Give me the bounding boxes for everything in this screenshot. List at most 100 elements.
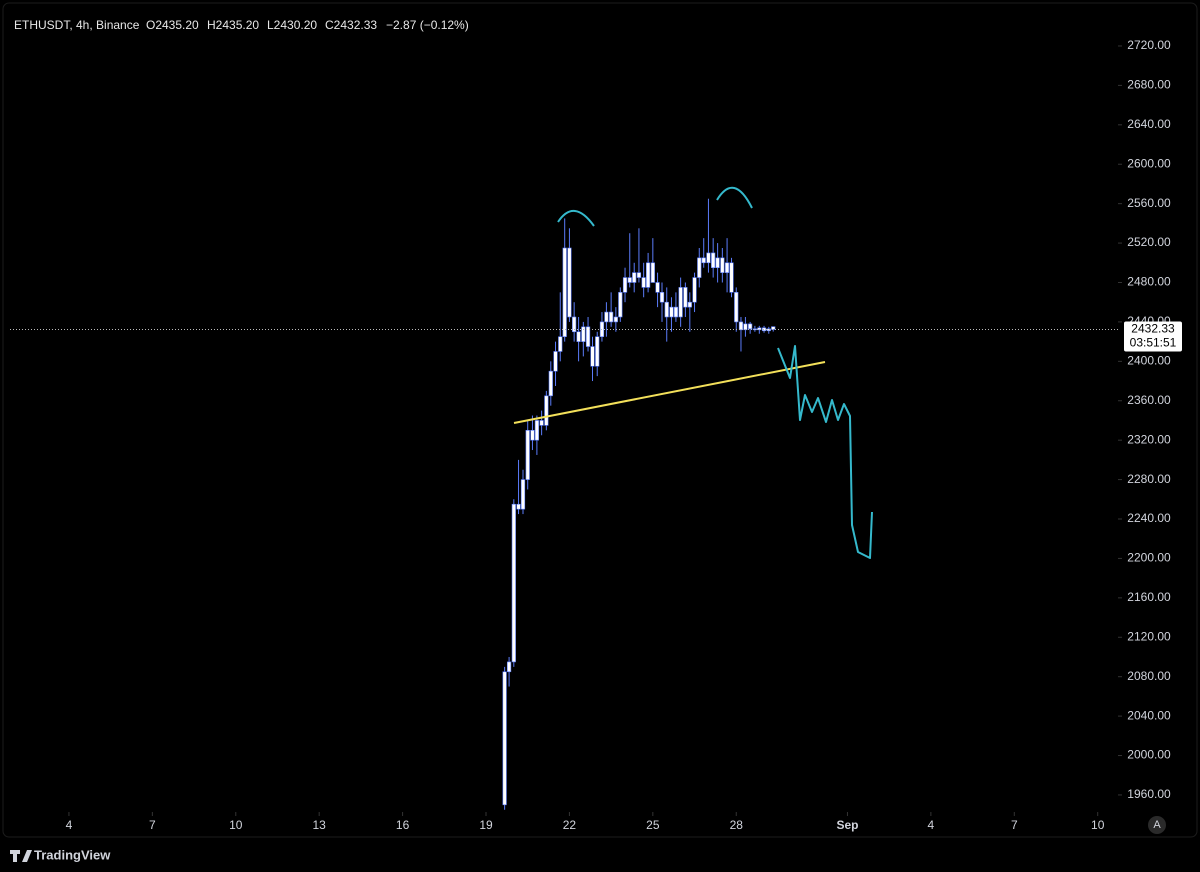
candle-body — [701, 257, 706, 264]
x-tick-label: 10 — [229, 818, 243, 832]
auto-scale-button[interactable] — [1148, 816, 1166, 834]
y-tick-label: 2160.00 — [1127, 590, 1171, 604]
candle-body — [766, 328, 771, 332]
candle-body — [743, 323, 748, 331]
x-tick-label: 4 — [928, 818, 935, 832]
candle-body — [659, 292, 665, 303]
candle-body — [548, 370, 553, 397]
y-tick-label: 2040.00 — [1127, 708, 1171, 722]
candle-body — [664, 301, 669, 318]
symbol: ETHUSDT, 4h, Binance — [14, 18, 140, 32]
candle-body — [622, 277, 628, 293]
candle-body — [544, 395, 549, 426]
y-tick-label: 2200.00 — [1127, 551, 1171, 565]
candle-body — [562, 247, 567, 337]
candle-body — [604, 311, 609, 323]
candle-body — [687, 301, 692, 308]
candle-body — [771, 326, 776, 330]
candle-body — [553, 351, 558, 372]
candle-body — [520, 479, 526, 510]
candle-body — [539, 420, 544, 426]
candle-body — [530, 430, 535, 441]
head-arc — [716, 187, 753, 209]
y-tick-label: 2600.00 — [1127, 156, 1171, 170]
candle-body — [595, 336, 600, 367]
candle-body — [757, 327, 762, 331]
y-tick-label: 2360.00 — [1127, 393, 1171, 407]
candle-body — [609, 311, 614, 323]
candle-body — [650, 262, 655, 283]
candle-body — [697, 257, 702, 278]
y-tick-label: 2520.00 — [1127, 235, 1171, 249]
brand-logo — [10, 850, 32, 862]
candle-body — [711, 252, 716, 269]
x-tick-label: 10 — [1091, 818, 1105, 832]
candle-body — [618, 292, 623, 318]
y-tick-label: 2120.00 — [1127, 629, 1171, 643]
candle-body — [590, 346, 595, 367]
candle-body — [581, 326, 586, 342]
candle-body — [511, 503, 516, 663]
candle-body — [720, 257, 725, 273]
y-tick-label: 2640.00 — [1127, 117, 1171, 131]
y-tick-label: 2680.00 — [1127, 78, 1171, 92]
x-tick-label: 19 — [479, 818, 493, 832]
change: −2.87 (−0.12%) — [386, 18, 469, 32]
y-tick-label: 2240.00 — [1127, 511, 1171, 525]
candle-body — [678, 287, 683, 318]
candle-body — [572, 316, 577, 333]
countdown-label: 03:51:51 — [1130, 336, 1177, 350]
candle-body — [669, 306, 674, 318]
candle-body — [683, 287, 688, 308]
candle-body — [748, 323, 753, 330]
candle-body — [738, 321, 744, 331]
x-tick-label: 4 — [66, 818, 73, 832]
y-tick-label: 1960.00 — [1127, 787, 1171, 801]
shoulder-arc — [557, 210, 595, 227]
candle-body — [673, 306, 679, 318]
candle-body — [585, 326, 591, 347]
plot: 1960.00 2000.00 2040.00 2080.00 2120.00 2160.… — [10, 38, 1182, 832]
candle-body — [692, 277, 697, 303]
y-tick-label: 2080.00 — [1127, 669, 1171, 683]
y-tick-label: 2560.00 — [1127, 196, 1171, 210]
chart-frame — [2, 2, 1198, 838]
candle-body — [641, 277, 646, 288]
x-tick-label: 22 — [563, 818, 577, 832]
x-tick-label: 7 — [149, 818, 156, 832]
ohlc-low: L2430.20 — [267, 18, 317, 32]
y-tick-label: 2480.00 — [1127, 275, 1171, 289]
candle-body — [576, 331, 581, 342]
brand: TradingView — [34, 847, 111, 862]
y-tick-label: 2280.00 — [1127, 472, 1171, 486]
candle-body — [636, 272, 642, 278]
ohlc-high: H2435.20 — [207, 18, 259, 32]
candle-body — [558, 336, 563, 352]
candle-body — [613, 316, 618, 323]
x-tick-label: 16 — [396, 818, 410, 832]
candle-body — [516, 503, 521, 510]
y-tick-label: 2720.00 — [1127, 38, 1171, 52]
candle-body — [715, 257, 720, 269]
projection-scribble — [777, 345, 873, 559]
candle-body — [534, 420, 539, 441]
candle-body — [706, 252, 711, 264]
ohlc-open: O2435.20 — [146, 18, 199, 32]
y-tick-label: 2000.00 — [1127, 748, 1171, 762]
auto-scale-label[interactable]: A — [1153, 819, 1161, 831]
candle-body — [525, 430, 530, 480]
x-tick-label: Sep — [836, 818, 858, 832]
candle-body — [729, 262, 734, 293]
y-tick-label: 2400.00 — [1127, 354, 1171, 368]
candle-body — [761, 327, 767, 332]
x-tick-label: 7 — [1011, 818, 1018, 832]
candle-body — [646, 262, 651, 288]
candle-body — [632, 272, 637, 283]
candle-body — [502, 671, 507, 806]
candle-body — [655, 282, 660, 293]
x-tick-label: 13 — [313, 818, 327, 832]
x-tick-label: 25 — [646, 818, 660, 832]
ohlc-close: C2432.33 — [325, 18, 377, 32]
y-tick-label: 2320.00 — [1127, 432, 1171, 446]
